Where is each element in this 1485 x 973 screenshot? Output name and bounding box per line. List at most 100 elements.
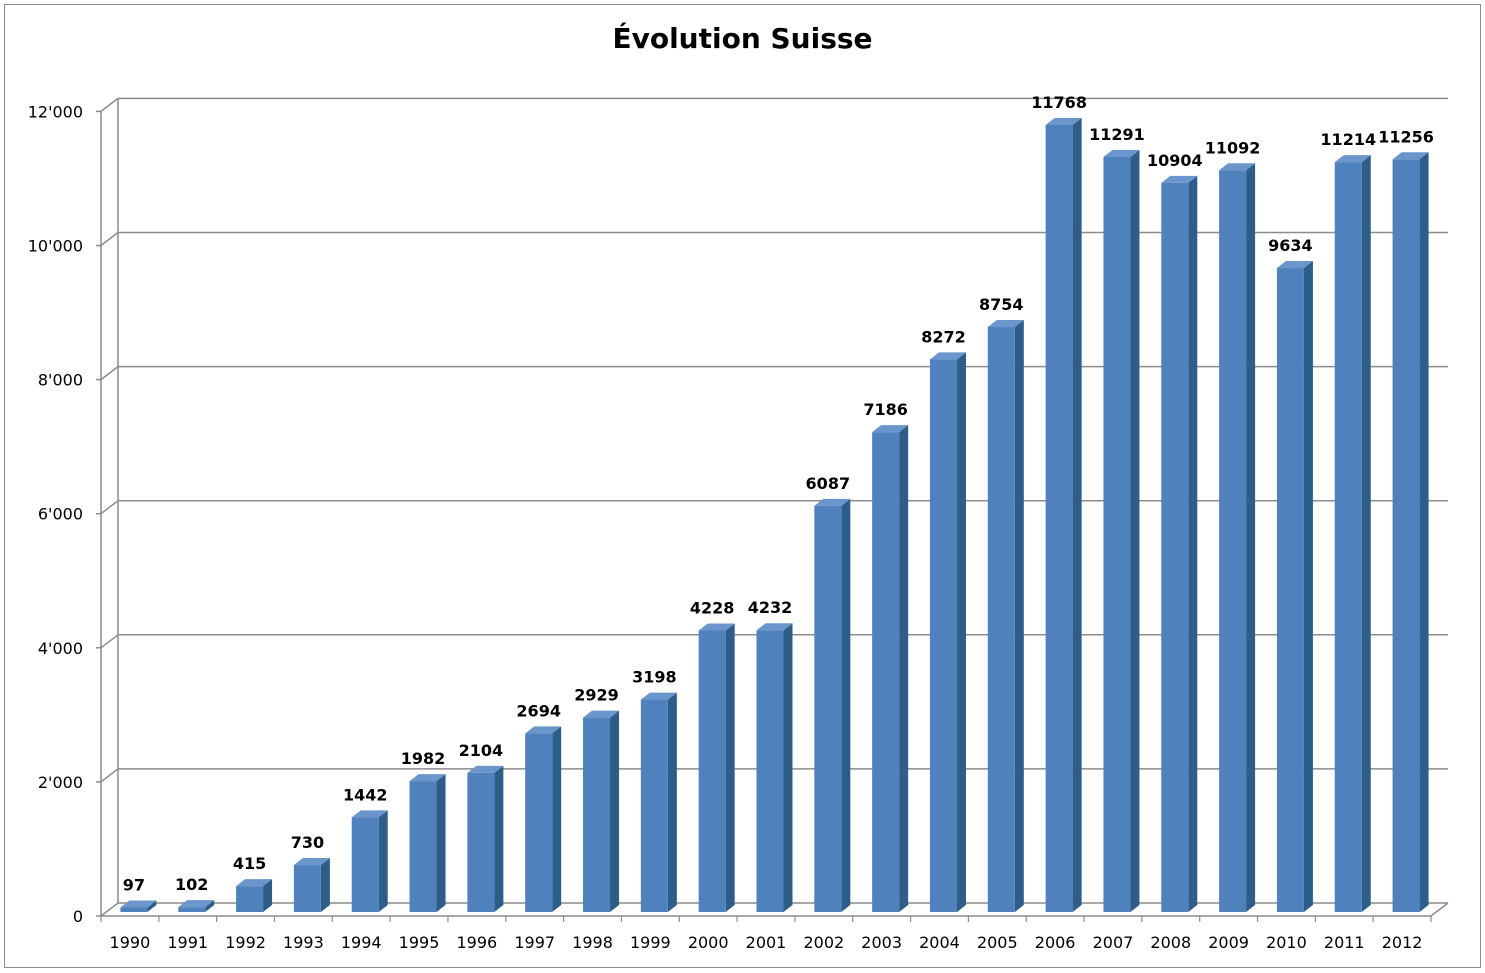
bar-1995: 1982 1995 (399, 749, 446, 952)
x-tick-label: 1998 (572, 933, 613, 952)
bar-top (1219, 163, 1256, 171)
bar-side (147, 900, 157, 912)
y-tick-label: 10'000 (28, 237, 83, 256)
data-label: 102 (175, 875, 208, 894)
x-tick-label: 1991 (167, 933, 208, 952)
data-label: 10904 (1147, 151, 1203, 170)
data-label: 97 (123, 875, 145, 894)
x-tick-label: 2005 (977, 933, 1018, 952)
data-label: 11214 (1320, 130, 1376, 149)
y-tick-label: 2'000 (38, 773, 83, 792)
bar-side (320, 858, 330, 912)
x-tick-label: 2009 (1208, 933, 1249, 952)
data-label: 7186 (863, 400, 908, 419)
bar-1990: 97 1990 (110, 875, 157, 952)
bar-front (1103, 156, 1131, 912)
bars: 9719901021991415199273019931442199419821… (110, 93, 1434, 952)
bar-side (436, 774, 446, 912)
bar-top (1161, 175, 1198, 183)
bar-front (409, 781, 437, 912)
bar-side (1361, 155, 1371, 912)
bar-front (872, 432, 900, 912)
bar-side (1014, 320, 1024, 912)
bar-1999: 3198 1999 (630, 668, 677, 952)
gridline-connector (100, 902, 119, 917)
x-tick-label: 2008 (1150, 933, 1191, 952)
bar-side (610, 710, 620, 912)
x-tick-label: 1996 (457, 933, 498, 952)
bar-2006: 11768 2006 (1031, 93, 1087, 952)
bar-2012: 11256 2012 (1378, 127, 1434, 952)
bar-top (351, 810, 388, 818)
x-tick-label: 1992 (225, 933, 266, 952)
bar-front (814, 505, 842, 912)
bar-front (120, 907, 148, 912)
data-label: 4232 (748, 598, 793, 617)
bar-top (467, 765, 504, 773)
y-tick-label: 12'000 (28, 102, 83, 121)
x-tick-label: 1990 (110, 933, 151, 952)
data-label: 4228 (690, 599, 735, 618)
bar-top (814, 498, 851, 506)
bar-front (1219, 170, 1247, 913)
bar-front (583, 717, 611, 912)
data-label: 11256 (1378, 127, 1434, 146)
x-tick-label: 2000 (688, 933, 729, 952)
data-label: 9634 (1268, 236, 1313, 255)
bar-top (409, 774, 446, 782)
bar-1994: 1442 1994 (341, 785, 388, 952)
bar-top (236, 879, 273, 887)
bar-2001: 4232 2001 (746, 598, 793, 952)
x-tick-label: 1999 (630, 933, 671, 952)
data-label: 1442 (343, 785, 388, 804)
bar-front (698, 630, 726, 912)
x-tick-label: 2002 (803, 933, 844, 952)
data-label: 1982 (401, 749, 446, 768)
gridline-connector (100, 231, 119, 247)
bar-front (351, 817, 379, 912)
data-label: 2929 (574, 686, 619, 705)
bar-2002: 6087 2002 (803, 474, 851, 952)
bar-top (583, 710, 620, 718)
bar-2008: 10904 2008 (1147, 151, 1203, 952)
bar-top (1103, 149, 1140, 157)
bar-front (1334, 162, 1362, 912)
bar-front (467, 772, 495, 912)
bar-side (841, 498, 851, 912)
bar-top (987, 320, 1024, 328)
bar-1998: 2929 1998 (572, 686, 620, 952)
bar-front (293, 865, 321, 912)
bar-2005: 8754 2005 (977, 295, 1024, 952)
y-tick-label: 6'000 (38, 505, 83, 524)
bar-top (872, 425, 909, 433)
gridline-connector (100, 366, 119, 381)
data-label: 8272 (921, 327, 966, 346)
chart-title: Évolution Suisse (612, 22, 873, 55)
bar-top (525, 726, 562, 734)
bar-front (178, 907, 206, 912)
bar-2010: 9634 2010 (1266, 236, 1313, 952)
data-label: 8754 (979, 295, 1024, 314)
bar-top (756, 623, 793, 631)
data-label: 730 (291, 833, 324, 852)
y-tick-label: 0 (73, 907, 83, 926)
bar-side (1419, 152, 1429, 912)
bar-2004: 8272 2004 (919, 327, 966, 952)
bar-top (1392, 152, 1429, 160)
bar-1997: 2694 1997 (514, 701, 562, 952)
bar-side (205, 900, 215, 912)
bar-2007: 11291 2007 (1089, 125, 1145, 952)
bar-side (667, 692, 677, 912)
data-label: 2104 (459, 741, 504, 760)
bar-side (378, 810, 388, 912)
bar-side (899, 425, 909, 912)
gridline-connector (100, 97, 119, 112)
data-label: 415 (233, 854, 266, 873)
x-tick-label: 2010 (1266, 933, 1307, 952)
bar-2009: 11092 2009 (1205, 138, 1261, 952)
bar-front (236, 886, 264, 912)
bar-top (120, 900, 157, 908)
bar-top (929, 352, 966, 360)
data-label: 11092 (1205, 138, 1261, 157)
